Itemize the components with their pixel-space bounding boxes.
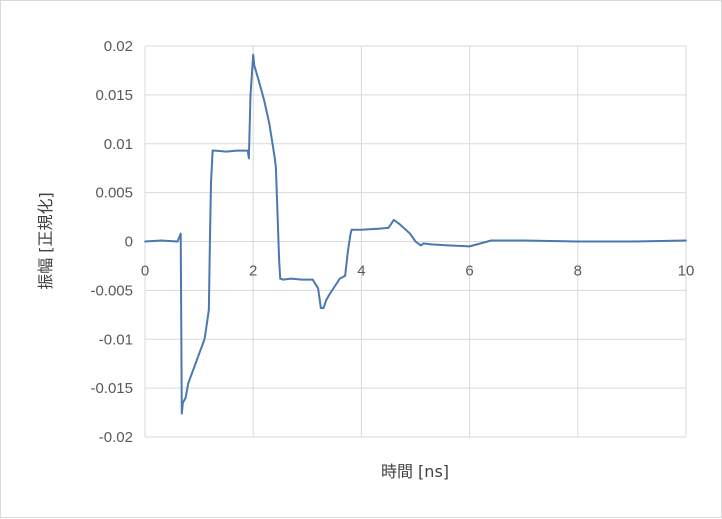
data-point (409, 232, 411, 235)
data-point (398, 223, 401, 225)
y-tick-label: -0.01 (99, 331, 133, 348)
data-point (211, 149, 214, 152)
data-point (225, 150, 228, 153)
data-point (282, 278, 284, 281)
data-point (246, 149, 249, 152)
data-point (349, 232, 352, 235)
data-point (360, 228, 363, 231)
data-point (214, 149, 217, 152)
data-point (468, 245, 471, 248)
data-point (685, 239, 687, 242)
y-tick-label: 0.005 (95, 185, 133, 202)
y-tick-label: -0.015 (90, 380, 133, 397)
data-point (376, 227, 379, 230)
data-point (422, 242, 425, 245)
y-tick-label: -0.02 (99, 429, 133, 446)
x-axis-title: 時間 [ns] (381, 462, 449, 481)
x-tick-label: 8 (574, 263, 582, 280)
data-point (247, 157, 250, 160)
data-point (278, 260, 281, 262)
data-point (631, 240, 633, 243)
data-point (257, 79, 260, 82)
data-point (576, 240, 579, 243)
data-point (279, 277, 282, 280)
series-line (144, 53, 687, 415)
data-point (179, 232, 182, 235)
y-tick-label: 0.02 (104, 38, 133, 55)
data-point (420, 244, 422, 247)
series-layer (144, 53, 687, 415)
y-tick-label: 0.015 (95, 87, 133, 104)
data-point (198, 353, 201, 355)
data-point (290, 277, 292, 280)
data-point (204, 331, 207, 334)
y-tick-label: -0.005 (90, 282, 133, 299)
data-point (317, 287, 320, 290)
data-point (207, 309, 210, 311)
data-point (325, 299, 328, 302)
data-point (414, 240, 417, 243)
data-point (430, 243, 433, 246)
x-tick-label: 2 (249, 263, 257, 280)
data-point (387, 226, 390, 229)
data-point (203, 338, 206, 341)
data-point (160, 239, 163, 242)
data-point (210, 181, 212, 184)
data-point (350, 228, 353, 231)
data-point (181, 401, 184, 404)
tick-labels: 0.02 0.015 0.01 0.005 0 -0.005 -0.01 -0.015 -0.0… (90, 38, 694, 446)
data-point (180, 412, 183, 415)
x-tick-label: 0 (141, 263, 149, 280)
x-tick-label: 6 (465, 263, 473, 280)
data-point (328, 294, 330, 297)
data-point (263, 98, 265, 101)
data-point (176, 240, 179, 243)
data-point (192, 367, 195, 370)
data-point (184, 397, 187, 399)
data-point (338, 277, 341, 280)
data-point (144, 240, 146, 243)
data-point (490, 239, 493, 242)
data-point (236, 149, 238, 152)
data-point (311, 278, 314, 281)
data-point (252, 53, 255, 56)
data-point (346, 250, 349, 253)
data-point (187, 382, 190, 385)
data-point (392, 219, 395, 221)
data-point (249, 93, 252, 96)
data-point (209, 240, 211, 243)
data-point (253, 64, 256, 67)
x-tick-label: 10 (678, 263, 695, 280)
data-point (344, 274, 347, 277)
data-point (268, 123, 271, 126)
data-point (522, 239, 525, 242)
y-tick-label: 0 (125, 234, 133, 251)
data-point (273, 157, 276, 160)
data-point (322, 307, 325, 309)
y-axis-title: 振幅 [正規化] (36, 192, 55, 290)
data-point (275, 167, 277, 170)
data-point (319, 307, 322, 309)
x-tick-label: 4 (357, 263, 365, 280)
data-point (300, 278, 303, 281)
y-tick-label: 0.01 (104, 136, 133, 153)
data-point (447, 244, 449, 247)
